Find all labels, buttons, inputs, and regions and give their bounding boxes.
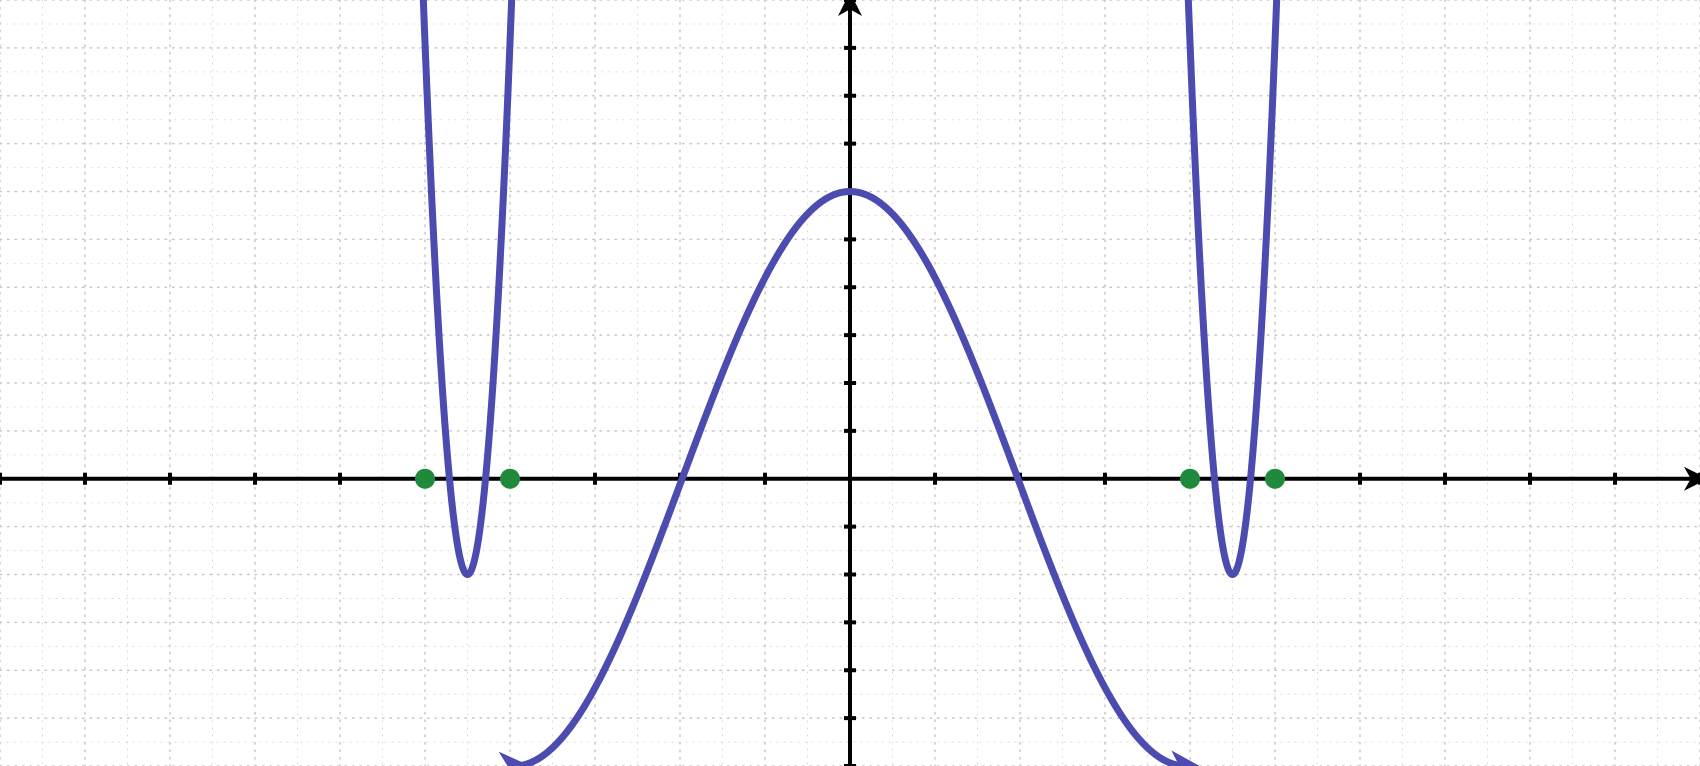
marker-point-3 — [1265, 469, 1285, 489]
marker-point-2 — [1180, 469, 1200, 489]
chart-canvas — [0, 0, 1700, 766]
marker-point-1 — [500, 469, 520, 489]
marker-point-0 — [415, 469, 435, 489]
